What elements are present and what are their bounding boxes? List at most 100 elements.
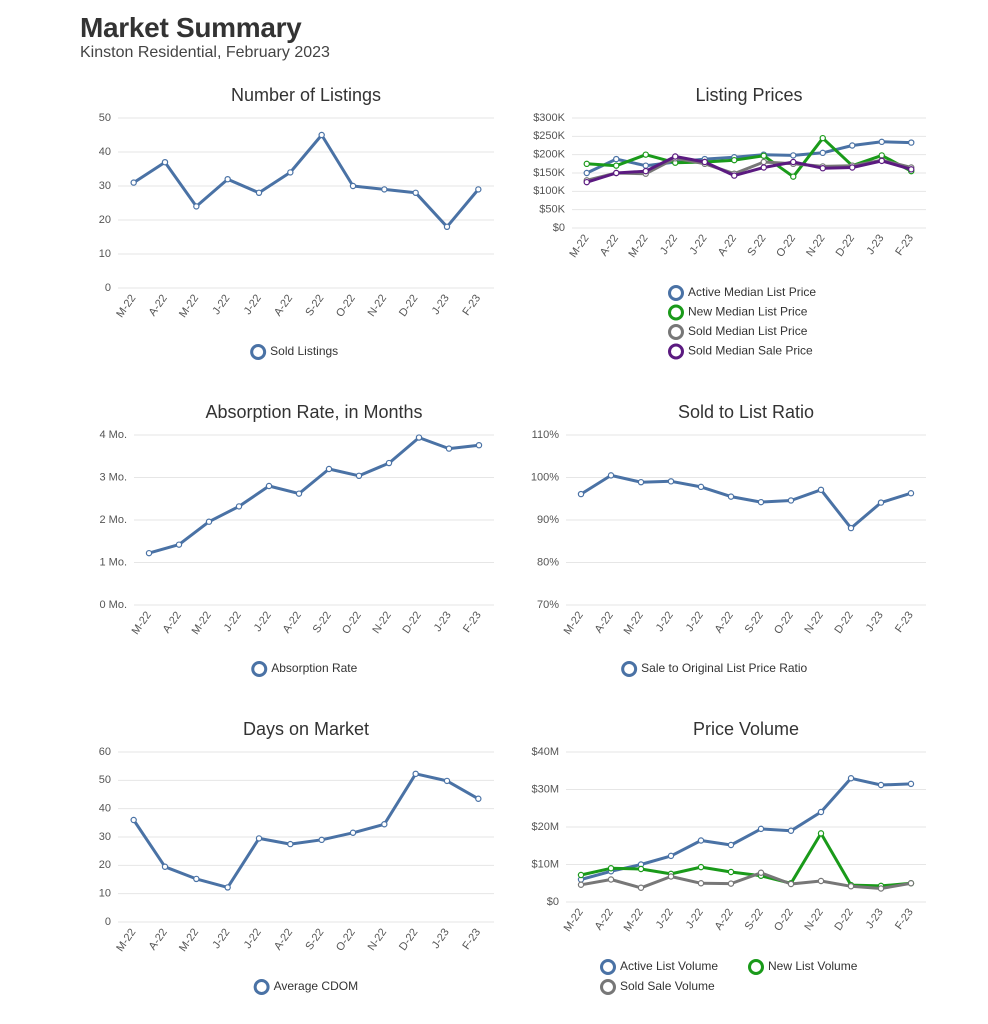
data-point[interactable] bbox=[790, 173, 797, 180]
data-point[interactable] bbox=[287, 840, 294, 848]
data-point[interactable] bbox=[475, 186, 482, 193]
legend-item-sold-median-sale-price[interactable]: Sold Median Sale Price bbox=[668, 343, 814, 360]
data-point[interactable] bbox=[817, 808, 825, 816]
data-point[interactable] bbox=[817, 877, 825, 885]
data-point[interactable] bbox=[325, 465, 333, 473]
data-point[interactable] bbox=[349, 829, 357, 836]
data-point[interactable] bbox=[318, 131, 325, 139]
data-point[interactable] bbox=[295, 490, 303, 497]
data-point[interactable] bbox=[381, 186, 388, 193]
data-point[interactable] bbox=[355, 472, 363, 479]
data-point[interactable] bbox=[877, 885, 885, 892]
data-point[interactable] bbox=[577, 881, 585, 888]
data-point[interactable] bbox=[727, 868, 735, 876]
data-point[interactable] bbox=[445, 445, 453, 452]
data-point[interactable] bbox=[760, 158, 767, 166]
data-point[interactable] bbox=[731, 172, 738, 179]
data-point[interactable] bbox=[412, 189, 419, 196]
data-point[interactable] bbox=[175, 541, 183, 548]
data-point[interactable] bbox=[255, 835, 263, 842]
legend-item-sold-listings[interactable]: Sold Listings bbox=[250, 344, 339, 360]
data-point[interactable] bbox=[877, 781, 885, 789]
legend-item-new-median-list-price[interactable]: New Median List Price bbox=[668, 304, 808, 321]
data-point[interactable] bbox=[583, 160, 590, 168]
data-point[interactable] bbox=[877, 499, 885, 506]
data-point[interactable] bbox=[760, 164, 767, 171]
data-point[interactable] bbox=[731, 156, 738, 164]
data-point[interactable] bbox=[235, 503, 243, 510]
data-point[interactable] bbox=[613, 169, 620, 177]
data-point[interactable] bbox=[607, 865, 615, 872]
data-point[interactable] bbox=[760, 152, 767, 159]
data-point[interactable] bbox=[907, 880, 915, 887]
legend-item-sale-to-original-list-price-ratio[interactable]: Sale to Original List Price Ratio bbox=[621, 661, 808, 677]
data-point[interactable] bbox=[637, 865, 645, 873]
data-point[interactable] bbox=[193, 203, 200, 210]
data-point[interactable] bbox=[847, 524, 855, 532]
data-point[interactable] bbox=[475, 442, 483, 449]
data-point[interactable] bbox=[787, 880, 795, 888]
data-point[interactable] bbox=[613, 162, 620, 169]
data-point[interactable] bbox=[701, 158, 708, 166]
data-point[interactable] bbox=[613, 155, 620, 163]
data-point[interactable] bbox=[205, 518, 213, 525]
data-point[interactable] bbox=[318, 836, 325, 844]
data-point[interactable] bbox=[583, 178, 590, 186]
data-point[interactable] bbox=[697, 863, 705, 871]
data-point[interactable] bbox=[443, 777, 451, 785]
data-point[interactable] bbox=[907, 490, 915, 497]
data-point[interactable] bbox=[847, 775, 855, 782]
data-point[interactable] bbox=[878, 157, 885, 165]
data-point[interactable] bbox=[577, 871, 585, 879]
data-point[interactable] bbox=[819, 165, 826, 172]
data-point[interactable] bbox=[265, 482, 273, 490]
data-point[interactable] bbox=[577, 490, 585, 498]
data-point[interactable] bbox=[607, 876, 615, 883]
data-point[interactable] bbox=[878, 138, 885, 146]
legend-item-sold-median-list-price[interactable]: Sold Median List Price bbox=[668, 324, 808, 340]
data-point[interactable] bbox=[817, 486, 825, 494]
data-point[interactable] bbox=[667, 852, 675, 860]
data-point[interactable] bbox=[224, 884, 231, 891]
data-point[interactable] bbox=[443, 223, 451, 230]
legend-item-new-list-volume[interactable]: New List Volume bbox=[748, 959, 858, 975]
data-point[interactable] bbox=[224, 175, 231, 183]
legend-item-active-median-list-price[interactable]: Active Median List Price bbox=[668, 285, 817, 301]
data-point[interactable] bbox=[145, 549, 153, 557]
legend-item-active-list-volume[interactable]: Active List Volume bbox=[600, 959, 719, 975]
data-point[interactable] bbox=[908, 166, 915, 173]
data-point[interactable] bbox=[847, 883, 855, 890]
data-point[interactable] bbox=[757, 498, 765, 506]
data-point[interactable] bbox=[130, 179, 137, 186]
data-point[interactable] bbox=[475, 795, 482, 802]
data-point[interactable] bbox=[412, 770, 419, 778]
data-point[interactable] bbox=[727, 841, 735, 849]
legend-item-sold-sale-volume[interactable]: Sold Sale Volume bbox=[600, 979, 716, 995]
data-point[interactable] bbox=[349, 182, 357, 190]
data-point[interactable] bbox=[908, 139, 915, 146]
data-point[interactable] bbox=[637, 884, 645, 891]
data-point[interactable] bbox=[819, 149, 826, 157]
data-point[interactable] bbox=[819, 134, 826, 142]
data-point[interactable] bbox=[817, 830, 825, 837]
data-point[interactable] bbox=[697, 837, 705, 844]
data-point[interactable] bbox=[415, 434, 423, 441]
data-point[interactable] bbox=[667, 873, 675, 880]
data-point[interactable] bbox=[787, 827, 795, 834]
data-point[interactable] bbox=[607, 472, 615, 479]
data-point[interactable] bbox=[727, 493, 735, 500]
data-point[interactable] bbox=[727, 880, 735, 887]
data-point[interactable] bbox=[642, 151, 649, 158]
data-point[interactable] bbox=[255, 189, 263, 196]
data-point[interactable] bbox=[757, 825, 765, 833]
data-point[interactable] bbox=[787, 497, 795, 504]
data-point[interactable] bbox=[697, 880, 705, 887]
legend-item-absorption-rate[interactable]: Absorption Rate bbox=[251, 661, 358, 677]
data-point[interactable] bbox=[757, 869, 765, 876]
data-point[interactable] bbox=[907, 780, 915, 788]
data-point[interactable] bbox=[849, 142, 856, 149]
data-point[interactable] bbox=[642, 167, 649, 175]
data-point[interactable] bbox=[161, 158, 169, 166]
data-point[interactable] bbox=[849, 164, 856, 171]
data-point[interactable] bbox=[637, 478, 645, 486]
